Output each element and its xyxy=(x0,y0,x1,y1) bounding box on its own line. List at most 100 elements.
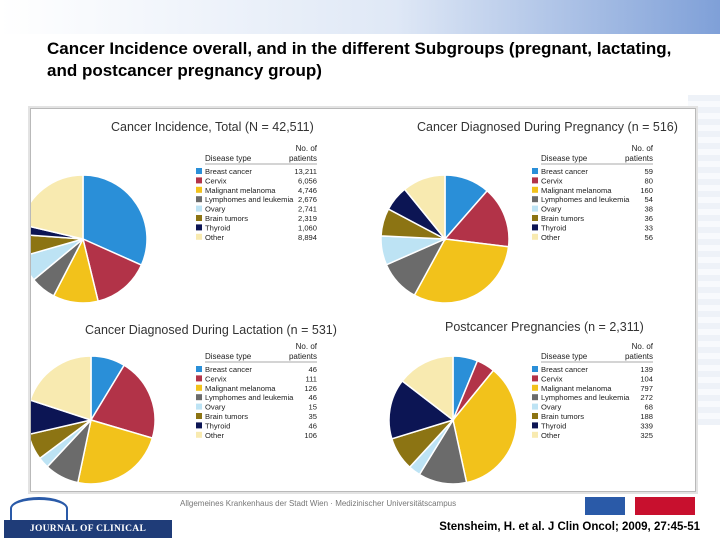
legend-label-malignant-melanoma: Malignant melanoma xyxy=(541,186,612,195)
legend-label-malignant-melanoma: Malignant melanoma xyxy=(205,186,276,195)
legend-label-other: Other xyxy=(205,233,224,242)
legend-value-cervix: 111 xyxy=(305,374,317,383)
legend-value-cervix: 80 xyxy=(645,176,653,185)
pie-slice-cervix xyxy=(81,237,143,303)
legend-value-breast-cancer: 59 xyxy=(645,167,653,176)
pie-slice-ovary xyxy=(31,238,84,281)
legend-swatch-cervix xyxy=(196,375,202,382)
pie-slice-thyroid xyxy=(388,379,455,440)
legend-swatch-brain-tumors xyxy=(532,215,538,221)
legend-swatch-malignant-melanoma xyxy=(196,186,202,193)
slide-title: Cancer Incidence overall, and in the dif… xyxy=(47,39,672,80)
legend-label-cervix: Cervix xyxy=(541,176,563,185)
legend-swatch-ovary xyxy=(532,403,538,410)
legend-label-brain-tumors: Brain tumors xyxy=(541,412,584,421)
pie-chart-figure: Cancer Incidence, Total (N = 42,511) No. … xyxy=(30,108,696,492)
pie-slice-brain-tumors xyxy=(31,234,84,255)
legend-swatch-thyroid xyxy=(532,224,538,231)
legend-value-other: 325 xyxy=(640,431,653,440)
legend-value-lymphomes-and-leukemia: 54 xyxy=(645,195,653,204)
pie-slice-malignant-melanoma xyxy=(76,419,154,485)
legend-value-brain-tumors: 2,319 xyxy=(298,214,317,223)
citation: Stensheim, H. et al. J Clin Oncol; 2009,… xyxy=(439,521,700,533)
legend-swatch-thyroid xyxy=(196,224,202,231)
chart-title-2: Cancer Diagnosed During Pregnancy (n = 5… xyxy=(417,120,678,134)
legend-value-ovary: 38 xyxy=(645,205,653,214)
pie-charts-svg: Cancer Incidence, Total (N = 42,511) No. … xyxy=(31,120,678,485)
legend-value-malignant-melanoma: 4,746 xyxy=(298,186,317,195)
legend-label-lymphomes-and-leukemia: Lymphomes and leukemia xyxy=(205,195,294,204)
legend-disease-header: Disease type xyxy=(205,154,252,163)
legend-value-lymphomes-and-leukemia: 272 xyxy=(640,393,653,402)
legend-swatch-other xyxy=(532,233,538,240)
legend-swatch-thyroid xyxy=(532,422,538,429)
journal-logo: JOURNAL OF CLINICAL ONCOLOGY xyxy=(4,520,172,552)
legend-label-ovary: Ovary xyxy=(205,403,225,412)
legend-swatch-malignant-melanoma xyxy=(532,186,538,193)
legend-swatch-cervix xyxy=(532,375,538,382)
legend-label-thyroid: Thyroid xyxy=(541,421,566,430)
legend-count-header: No. of xyxy=(296,342,318,351)
legend-value-malignant-melanoma: 126 xyxy=(304,384,317,393)
legend-value-cervix: 104 xyxy=(640,374,653,383)
legend-value-other: 8,894 xyxy=(298,233,317,242)
legend-label-other: Other xyxy=(541,431,560,440)
pie-slice-other xyxy=(403,174,446,242)
legend-value-ovary: 2,741 xyxy=(298,205,317,214)
title-band xyxy=(0,0,720,34)
legend-swatch-breast-cancer xyxy=(196,168,202,174)
university-logo xyxy=(585,497,625,515)
legend-count-header: patients xyxy=(289,154,317,163)
legend-label-malignant-melanoma: Malignant melanoma xyxy=(541,384,612,393)
legend-value-other: 56 xyxy=(645,233,653,242)
legend-swatch-brain-tumors xyxy=(532,413,538,419)
legend-value-ovary: 15 xyxy=(309,403,317,412)
legend-label-lymphomes-and-leukemia: Lymphomes and leukemia xyxy=(541,195,630,204)
legend-swatch-breast-cancer xyxy=(196,366,202,372)
legend-count-header: No. of xyxy=(632,144,654,153)
legend-swatch-breast-cancer xyxy=(532,366,538,372)
legend-swatch-cervix xyxy=(532,177,538,184)
chart-title-3: Cancer Diagnosed During Lactation (n = 5… xyxy=(85,323,337,337)
legend-swatch-malignant-melanoma xyxy=(532,384,538,391)
chart-title-1: Cancer Incidence, Total (N = 42,511) xyxy=(111,120,314,134)
pie-slice-cervix xyxy=(443,189,510,248)
legend-value-other: 106 xyxy=(304,431,317,440)
legend-value-brain-tumors: 188 xyxy=(640,412,653,421)
legend-count-header: No. of xyxy=(632,342,654,351)
pie-slice-other xyxy=(31,355,92,422)
pie-slice-cervix xyxy=(89,364,156,440)
legend-value-brain-tumors: 35 xyxy=(309,412,317,421)
legend-swatch-ovary xyxy=(532,205,538,212)
legend-label-cervix: Cervix xyxy=(205,374,227,383)
legend-label-brain-tumors: Brain tumors xyxy=(541,214,584,223)
legend-label-thyroid: Thyroid xyxy=(205,421,230,430)
legend-value-thyroid: 339 xyxy=(640,421,653,430)
legend-label-lymphomes-and-leukemia: Lymphomes and leukemia xyxy=(205,393,294,402)
legend-count-header: No. of xyxy=(296,144,318,153)
legend-label-lymphomes-and-leukemia: Lymphomes and leukemia xyxy=(541,393,630,402)
legend-label-malignant-melanoma: Malignant melanoma xyxy=(205,384,276,393)
legend-value-breast-cancer: 139 xyxy=(640,365,653,374)
legend-value-thyroid: 46 xyxy=(309,421,317,430)
legend-swatch-lymphomes-and-leukemia xyxy=(532,394,538,401)
legend-label-brain-tumors: Brain tumors xyxy=(205,412,248,421)
legend-label-ovary: Ovary xyxy=(541,205,561,214)
legend-label-ovary: Ovary xyxy=(205,205,225,214)
legend-value-thyroid: 1,060 xyxy=(298,223,317,232)
legend-disease-header: Disease type xyxy=(541,352,588,361)
legend-swatch-lymphomes-and-leukemia xyxy=(196,196,202,203)
legend-swatch-other xyxy=(196,233,202,240)
legend-label-thyroid: Thyroid xyxy=(205,223,230,232)
pie-slice-malignant-melanoma xyxy=(452,369,518,484)
legend-label-breast-cancer: Breast cancer xyxy=(541,365,588,374)
legend-swatch-ovary xyxy=(196,205,202,212)
pie-slice-breast-cancer xyxy=(82,174,148,267)
legend-value-breast-cancer: 13,211 xyxy=(294,167,317,176)
legend-label-breast-cancer: Breast cancer xyxy=(205,167,252,176)
pie-slice-thyroid xyxy=(31,399,94,435)
legend-label-cervix: Cervix xyxy=(541,374,563,383)
legend-swatch-malignant-melanoma xyxy=(196,384,202,391)
legend-swatch-other xyxy=(532,431,538,438)
legend-value-ovary: 68 xyxy=(645,403,653,412)
